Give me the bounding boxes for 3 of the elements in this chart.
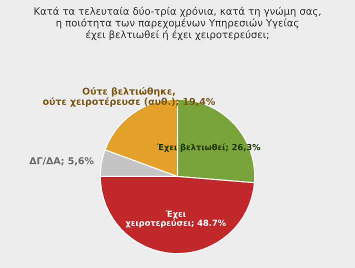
slice-label: ΔΓ/ΔΑ; 5,6% (29, 157, 94, 166)
slice-label: Έχει χειροτερεύσει; 48.7% (126, 210, 226, 228)
chart-title: Κατά τα τελευταία δύο-τρία χρόνια, κατά τη γνώμη σας, η ποιότητα των παρεχομένων Υπηρεσιών Υγείας έχει βελτιωθεί ή έχει χειροτερεύσει; (34, 6, 320, 40)
